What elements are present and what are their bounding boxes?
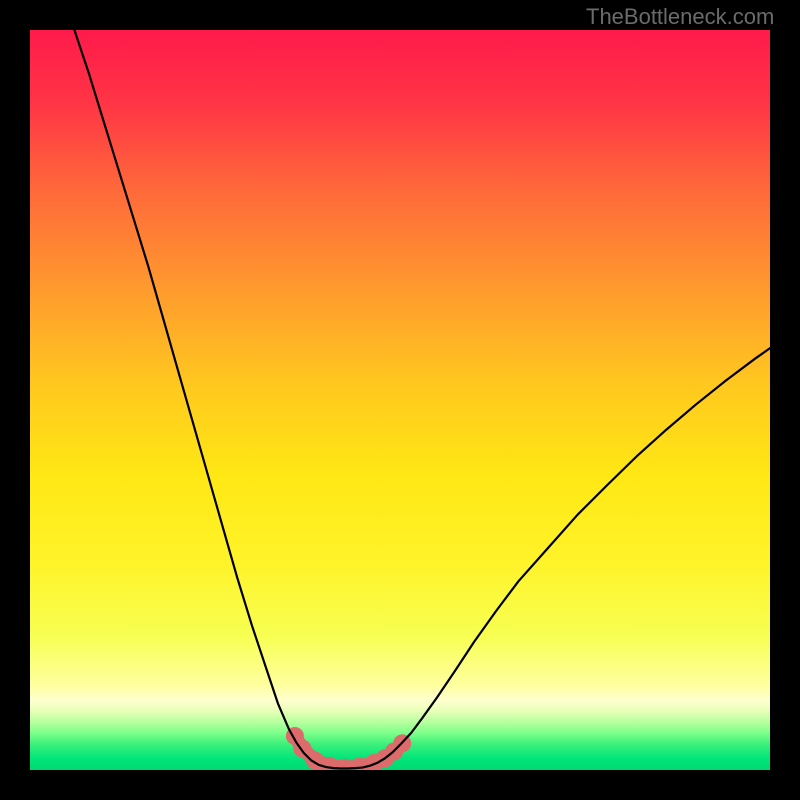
chart-svg	[30, 30, 770, 770]
watermark-text: TheBottleneck.com	[586, 4, 774, 30]
chart-plot-area	[30, 30, 770, 770]
gradient-background	[30, 30, 770, 770]
chart-frame	[0, 0, 800, 800]
